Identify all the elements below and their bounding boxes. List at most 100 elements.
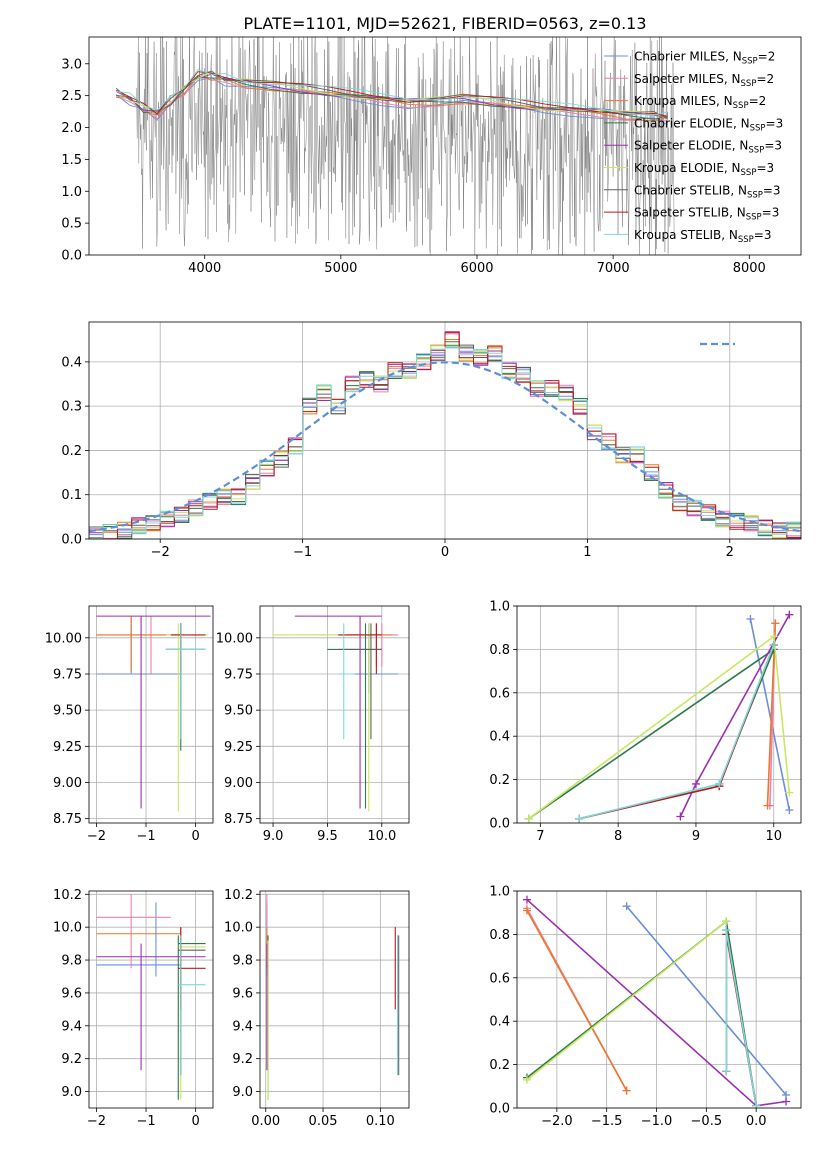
weight-marker — [746, 615, 755, 624]
legend-suffix: =2 — [756, 72, 774, 86]
legend-suffix: =3 — [762, 206, 780, 220]
spectrum-xtick-label: 4000 — [188, 261, 221, 276]
spectrum-frame — [88, 36, 802, 256]
weight-marker — [691, 779, 700, 788]
mass_vs_Z-ytick-label: 9.6 — [61, 986, 82, 1001]
mass_weight_vs_age-xtick-label: 7 — [536, 829, 544, 844]
mass_vs_EBV-ytick-label: 9.0 — [232, 1085, 253, 1100]
age_vs_Z-ytick-label: 8.75 — [53, 812, 82, 827]
spectrum-chart: 4000 5000 6000 7000 8000 0.0 0.5 1.0 1.5 2.0 2.5 3.… — [61, 36, 802, 276]
mass_vs_EBV-ytick-label: 9.4 — [232, 1019, 253, 1034]
residuals-plot-area — [89, 331, 801, 539]
weight-marker — [763, 801, 772, 810]
mass_weight_vs_age-ytick-label: 0.8 — [489, 643, 510, 658]
weight-line-chabrier-elodie — [526, 919, 757, 1106]
age_vs_Z-ytick-label: 9.25 — [53, 740, 82, 755]
legend-sub: SSP — [742, 57, 758, 67]
mass_weight_vs_age-xtick-label: 10 — [765, 829, 782, 844]
normal-curve — [89, 361, 801, 533]
legend-sub: SSP — [733, 101, 749, 111]
legend-label: Salpeter STELIB, NSSP=3 — [634, 206, 779, 223]
mass_weight_vs_age-plot-area — [524, 610, 794, 823]
legend-sub: SSP — [748, 146, 764, 156]
mass_weight_vs_Z-xtick-label: −2.0 — [541, 1114, 573, 1129]
age_vs_Z-frame — [88, 605, 214, 824]
age_vs_mass-frame — [259, 605, 410, 824]
mass_vs_EBV-xtick-label: 0.10 — [366, 1114, 395, 1129]
weight-line-chabrier-miles — [749, 618, 791, 811]
weight-marker — [715, 779, 724, 788]
mass_weight_vs_Z-ytick-label: 0.6 — [489, 971, 510, 986]
figure-title: PLATE=1101, MJD=52621, FIBERID=0563, z=0… — [243, 14, 646, 33]
mass_vs_Z-ytick-label: 10.2 — [53, 888, 82, 903]
age_vs_mass-ytick-label: 10.00 — [216, 631, 253, 646]
mass_weight_vs_age-ytick-label: 0.6 — [489, 686, 510, 701]
spectrum-ytick-label: 3.0 — [61, 57, 82, 72]
mass_vs_Z-ytick-label: 10.0 — [53, 921, 82, 936]
age_vs_mass-plot-area — [273, 615, 399, 812]
age_vs_Z-ytick-label: 9.50 — [53, 704, 82, 719]
weight-marker — [785, 610, 794, 619]
mass_weight_vs_Z-xtick-label: −1.5 — [591, 1114, 623, 1129]
mass_weight_vs_Z-chart: −2.0 −1.5 −1.0 −0.5 0.0 0.0 0.2 0.4 0.6 0.8 1.0 — [489, 885, 802, 1129]
legend-suffix: =3 — [766, 116, 784, 130]
mass_vs_EBV-plot-area — [266, 894, 400, 1100]
model-line-chabrier-stelib — [115, 70, 668, 120]
legend-label: Kroupa ELODIE, NSSP=3 — [634, 161, 774, 178]
mass_weight_vs_age-xtick-label: 9 — [692, 829, 700, 844]
residuals-xtick-label: 2 — [726, 545, 734, 560]
spectrum-xtick-label: 8000 — [733, 261, 766, 276]
residuals-xtick-label: 0 — [441, 545, 449, 560]
weight-line-kroupa-elodie — [526, 920, 727, 1081]
histogram-chabrier-stelib — [89, 341, 801, 539]
legend-label: Chabrier STELIB, NSSP=3 — [634, 183, 781, 200]
mass_vs_EBV-ytick-label: 9.6 — [232, 986, 253, 1001]
age_vs_Z-plot-area — [96, 615, 211, 812]
weight-marker — [722, 1067, 731, 1076]
age_vs_Z-ytick-label: 9.00 — [53, 776, 82, 791]
mass_weight_vs_Z-xtick-label: −0.5 — [691, 1114, 723, 1129]
legend-suffix: =2 — [749, 94, 767, 108]
mass_weight_vs_age-ytick-label: 0.2 — [489, 773, 510, 788]
age_vs_mass-ytick-label: 9.50 — [224, 704, 253, 719]
weight-marker — [771, 619, 780, 628]
legend-name: Kroupa STELIB, N — [634, 228, 738, 242]
legend-suffix: =3 — [754, 228, 772, 242]
mass_weight_vs_age-frame — [516, 605, 802, 824]
weight-marker — [722, 917, 731, 926]
legend-name: Salpeter MILES, N — [634, 72, 741, 86]
residuals-frame — [88, 321, 802, 540]
mass_weight_vs_Z-ytick-label: 0.4 — [489, 1015, 510, 1030]
legend-name: Kroupa MILES, N — [634, 94, 733, 108]
legend-suffix: =3 — [764, 139, 782, 153]
weight-marker — [522, 906, 531, 915]
legend-suffix: =3 — [763, 183, 781, 197]
legend-sub: SSP — [741, 79, 757, 89]
weight-marker — [522, 1075, 531, 1084]
age_vs_Z-xtick-label: −1 — [136, 829, 155, 844]
age_vs_mass-xtick-label: 9.0 — [263, 829, 284, 844]
mass_weight_vs_Z-ytick-label: 0.0 — [489, 1102, 510, 1117]
mass_vs_Z-chart: −2 −1 0 9.0 9.2 9.4 9.6 9.8 10.0 10.2 — [53, 888, 214, 1129]
legend-label: Salpeter MILES, NSSP=2 — [634, 72, 774, 89]
mass_weight_vs_age-chart: 7 8 9 10 0.0 0.2 0.4 0.6 0.8 1.0 — [489, 600, 802, 844]
mass_vs_Z-frame — [88, 890, 214, 1109]
mass_weight_vs_Z-ytick-label: 0.2 — [489, 1058, 510, 1073]
mass_weight_vs_age-ytick-label: 1.0 — [489, 600, 510, 615]
weight-marker — [785, 805, 794, 814]
mass_vs_Z-plot-area — [96, 894, 206, 1100]
spectrum-ytick-label: 0.5 — [61, 217, 82, 232]
weight-marker — [769, 632, 778, 641]
legend-sub: SSP — [750, 123, 766, 133]
weight-marker — [769, 641, 778, 650]
mass_vs_Z-xtick-label: −2 — [87, 1114, 106, 1129]
residuals-xtick-label: 1 — [583, 545, 591, 560]
legend-label: Chabrier MILES, NSSP=2 — [634, 50, 775, 67]
weight-marker — [752, 1101, 761, 1108]
mass_vs_Z-ytick-label: 9.8 — [61, 954, 82, 969]
age_vs_Z-ytick-label: 9.75 — [53, 667, 82, 682]
legend-name: Salpeter ELODIE, N — [634, 139, 748, 153]
age_vs_mass-ytick-label: 9.75 — [224, 667, 253, 682]
mass_weight_vs_Z-ytick-label: 0.8 — [489, 928, 510, 943]
